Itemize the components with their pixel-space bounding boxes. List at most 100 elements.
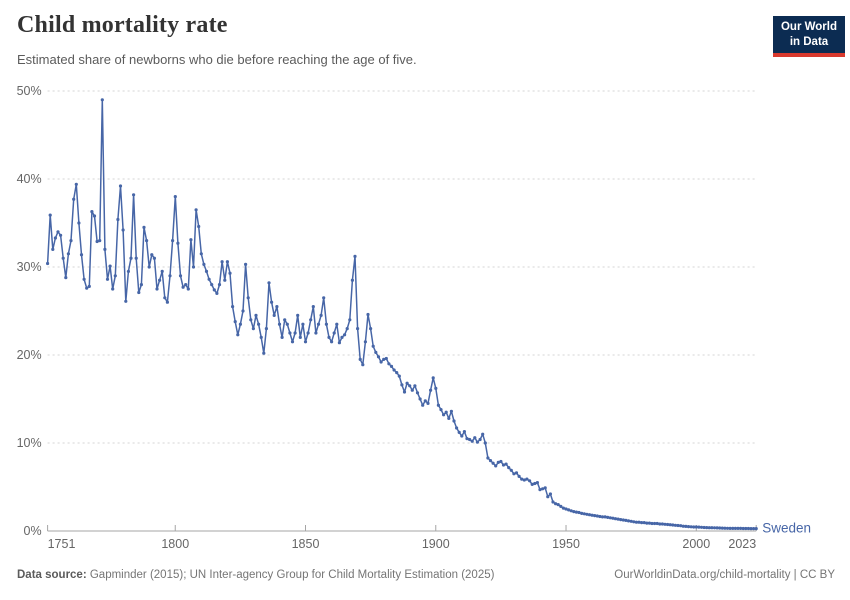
data-point-1943 [546,495,550,499]
data-point-1930 [512,472,516,476]
data-point-2006 [710,526,714,530]
data-point-1976 [632,520,636,524]
data-point-1896 [423,399,427,403]
data-point-1942 [543,486,547,490]
data-point-1771 [98,239,102,243]
data-point-1856 [319,313,323,317]
data-point-1751 [46,261,50,266]
data-point-1994 [679,524,683,528]
data-point-1846 [293,331,297,335]
data-point-1815 [212,288,216,292]
data-point-1759 [66,252,70,256]
data-point-1869 [353,254,357,258]
data-point-2015 [733,526,738,531]
data-point-1903 [442,413,446,417]
data-point-1763 [77,221,81,225]
data-point-1993 [676,523,680,528]
data-point-1798 [168,274,172,278]
data-point-1908 [455,426,459,430]
data-point-1963 [598,514,602,519]
data-point-1900 [434,386,438,390]
data-point-1790 [147,265,151,269]
data-point-1801 [176,241,180,245]
data-point-1982 [647,521,652,525]
data-point-1769 [92,214,97,218]
data-point-1848 [298,335,302,339]
data-point-1799 [171,239,175,243]
data-point-1820 [225,260,229,264]
data-point-1939 [535,481,540,485]
data-point-1886 [397,374,401,378]
data-point-1983 [650,521,654,526]
data-point-1786 [137,290,141,295]
data-point-1859 [327,335,331,339]
data-point-1917 [478,437,482,442]
data-point-1844 [288,331,292,335]
data-point-1858 [324,322,328,326]
data-point-1958 [585,512,589,516]
data-point-2013 [728,526,732,531]
data-point-1949 [561,506,566,510]
data-point-1995 [681,524,685,528]
data-point-1946 [554,502,558,506]
data-point-1832 [257,322,261,326]
data-point-1787 [139,283,143,287]
data-point-1928 [507,466,511,470]
data-point-1831 [254,313,258,317]
x-axis-label-1900: 1900 [422,537,450,551]
data-point-1780 [121,228,125,232]
data-point-1808 [194,208,198,212]
data-point-1916 [475,440,479,444]
chart-footer: Data source: Gapminder (2015); UN Inter-… [17,569,835,581]
data-point-1999 [692,525,696,529]
data-point-1970 [616,517,620,521]
data-point-2009 [718,526,722,530]
data-point-1897 [426,401,430,405]
data-point-1918 [481,432,485,436]
data-point-1802 [178,274,183,278]
data-point-1752 [48,213,52,217]
y-axis-label-20pct: 20% [17,348,42,362]
data-point-1891 [410,388,414,392]
page-title: Child mortality rate [17,12,228,38]
data-point-1894 [418,397,422,401]
data-point-2017 [739,526,743,531]
data-point-1959 [587,513,592,517]
data-point-2022 [752,527,756,531]
data-point-1868 [350,278,354,282]
data-point-1950 [564,507,568,511]
data-point-1960 [590,513,594,517]
data-point-1912 [465,437,469,441]
data-point-1797 [165,300,169,304]
data-point-1784 [132,193,136,197]
data-point-1814 [210,283,214,287]
data-point-1888 [402,390,407,394]
data-point-1876 [371,344,375,348]
data-point-1957 [582,512,586,516]
data-point-1828 [246,296,250,300]
data-point-1988 [663,522,667,526]
data-point-1882 [387,362,391,366]
y-axis-label-30pct: 30% [17,260,42,274]
data-point-1810 [199,252,203,256]
data-point-1922 [491,461,495,465]
data-point-1931 [514,471,519,475]
data-point-1782 [126,269,130,273]
data-point-1906 [449,409,453,413]
data-point-1778 [116,217,120,222]
owid-url-link[interactable]: OurWorldinData.org/child-mortality | CC … [614,569,835,581]
data-point-2023 [754,527,758,531]
data-point-1915 [473,436,477,440]
data-point-1905 [447,416,451,420]
data-point-1924 [496,460,500,464]
data-point-1811 [202,262,206,266]
owid-logo[interactable]: Our World in Data [773,16,845,57]
data-point-1838 [272,313,276,317]
data-point-1945 [551,500,555,504]
data-point-1817 [217,283,222,287]
data-point-1822 [231,305,235,309]
data-point-1873 [363,340,367,344]
data-point-1861 [332,331,336,335]
owid-logo-text: Our World in Data [773,16,845,53]
